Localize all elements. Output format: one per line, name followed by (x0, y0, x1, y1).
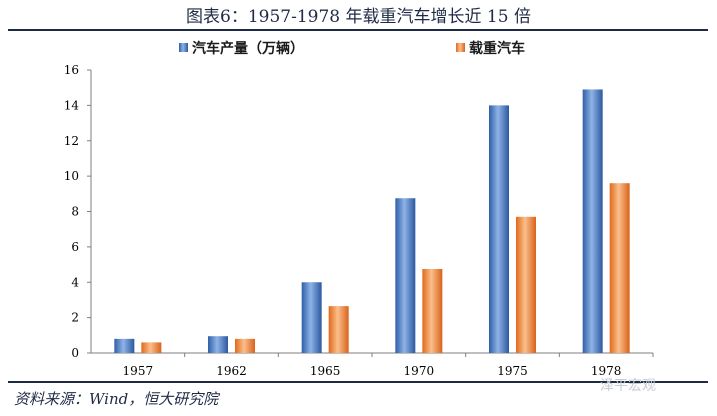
bar-0-1975 (489, 105, 509, 353)
bar-0-1965 (301, 282, 322, 353)
title-rule (8, 29, 708, 31)
x-tick-label: 1970 (404, 364, 435, 378)
bar-1-1965 (328, 306, 349, 353)
bar-0-1962 (208, 336, 228, 353)
x-tick-label: 1962 (216, 364, 247, 378)
legend-swatch-1 (456, 43, 465, 52)
y-tick-label: 10 (64, 169, 79, 183)
x-tick-label: 1978 (591, 364, 622, 378)
bar-1-1957 (141, 342, 162, 353)
bar-0-1978 (582, 89, 603, 354)
x-tick-label: 1965 (310, 364, 341, 378)
watermark-text: 泽平宏观 (600, 378, 656, 394)
bar-0-1957 (114, 338, 135, 353)
y-tick-label: 16 (64, 63, 79, 77)
y-tick-label: 6 (71, 240, 79, 254)
y-tick-label: 14 (64, 98, 80, 112)
bar-1-1975 (516, 216, 536, 353)
legend: 汽车产量（万辆） 载重汽车 (179, 40, 525, 57)
legend-label-0: 汽车产量（万辆） (192, 40, 304, 57)
bar-1-1962 (235, 338, 255, 353)
x-tick-label: 1957 (123, 364, 154, 378)
bottom-rule (8, 381, 708, 383)
source-note: 资料来源：Wind，恒大研究院 (14, 390, 219, 408)
bar-1-1978 (609, 183, 630, 353)
y-tick-label: 4 (71, 275, 79, 289)
chart-title: 图表6：1957-1978 年载重汽车增长近 15 倍 (186, 7, 531, 27)
bar-1-1970 (422, 268, 443, 353)
y-tick-label: 8 (71, 205, 79, 219)
plot-area: 0 2 4 6 8 10 12 14 16 1957 1962 1965 1970 1975 1978 (64, 63, 654, 378)
legend-swatch-0 (179, 43, 188, 52)
x-tick-label: 1975 (497, 364, 528, 378)
y-tick-label: 12 (64, 134, 79, 148)
y-tick-label: 0 (71, 346, 79, 360)
y-tick-label: 2 (71, 311, 79, 325)
legend-label-1: 载重汽车 (469, 40, 525, 57)
bar-0-1970 (395, 198, 416, 353)
